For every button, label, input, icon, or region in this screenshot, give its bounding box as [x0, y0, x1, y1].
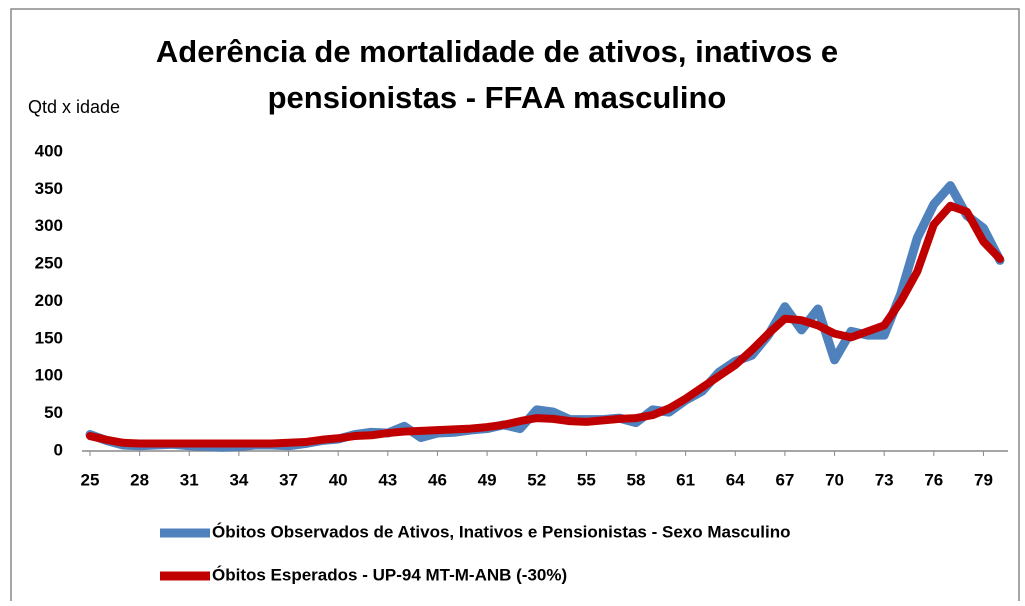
chart-title: pensionistas - FFAA masculino [268, 80, 727, 115]
x-tick-label: 40 [329, 470, 348, 489]
y-tick-label: 200 [35, 291, 63, 310]
y-tick-label: 350 [35, 179, 63, 198]
legend-label: Óbitos Esperados - UP-94 MT-M-ANB (-30%) [212, 565, 567, 584]
x-tick-label: 79 [974, 470, 993, 489]
x-tick-label: 25 [81, 470, 100, 489]
x-tick-label: 31 [180, 470, 199, 489]
y-tick-label: 50 [44, 403, 63, 422]
y-axis-label: Qtd x idade [28, 97, 120, 117]
x-tick-label: 43 [378, 470, 397, 489]
y-tick-label: 0 [54, 440, 63, 459]
y-tick-label: 100 [35, 366, 63, 385]
x-tick-label: 73 [875, 470, 894, 489]
x-tick-label: 58 [627, 470, 646, 489]
x-tick-label: 67 [775, 470, 794, 489]
chart-frame [10, 8, 1020, 606]
series-line [86, 201, 1004, 448]
legend-label: Óbitos Observados de Ativos, Inativos e … [212, 522, 790, 541]
x-tick-label: 55 [577, 470, 596, 489]
y-tick-label: 250 [35, 254, 63, 273]
y-tick-label: 400 [35, 141, 63, 160]
x-tick-label: 49 [478, 470, 497, 489]
x-tick-label: 70 [825, 470, 844, 489]
x-tick-label: 64 [726, 470, 745, 489]
x-tick-label: 34 [229, 470, 248, 489]
y-tick-label: 150 [35, 328, 63, 347]
chart-title: Aderência de mortalidade de ativos, inat… [156, 34, 838, 69]
x-tick-label: 76 [924, 470, 943, 489]
x-tick-label: 28 [130, 470, 149, 489]
x-tick-label: 37 [279, 470, 298, 489]
x-tick-label: 52 [527, 470, 546, 489]
y-tick-label: 300 [35, 216, 63, 235]
x-tick-label: 46 [428, 470, 447, 489]
x-tick-label: 61 [676, 470, 695, 489]
